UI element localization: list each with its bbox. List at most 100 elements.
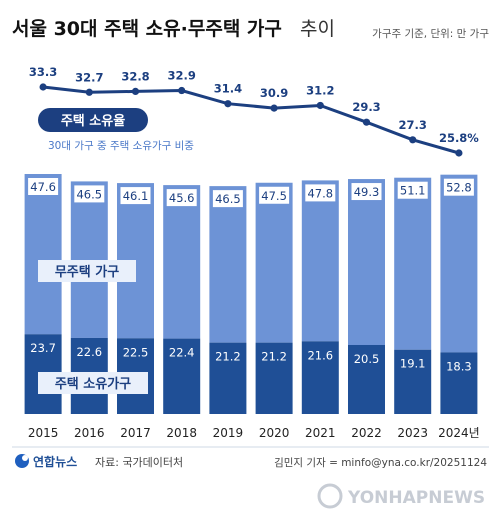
nonowned-value-label: 45.6 bbox=[169, 191, 195, 205]
ownership-rate-point bbox=[455, 149, 463, 157]
owned-value-label: 19.1 bbox=[400, 357, 426, 371]
nonowned-value-box bbox=[305, 184, 336, 202]
x-tick-label: 2022 bbox=[351, 426, 382, 440]
x-tick-label: 2017 bbox=[120, 426, 151, 440]
ownership-rate-value-label: 32.8 bbox=[121, 69, 149, 83]
nonowned-value-label: 52.8 bbox=[446, 181, 472, 195]
nonowned-value-label: 46.5 bbox=[76, 187, 102, 201]
nonowned-value-box bbox=[212, 190, 243, 208]
yonhap-watermark: YONHAPNEWS bbox=[317, 483, 485, 509]
x-tick-label: 2016 bbox=[74, 426, 105, 440]
owned-value-label: 20.5 bbox=[354, 352, 380, 366]
nonowned-value-box bbox=[351, 183, 382, 201]
x-tick-label: 2024년 bbox=[438, 426, 480, 440]
nonowned-value-box bbox=[120, 187, 151, 205]
nonowned-value-label: 46.1 bbox=[123, 189, 149, 203]
owned-legend: 주택 소유가구 bbox=[38, 372, 148, 394]
nonowned-value-box bbox=[259, 186, 290, 204]
owned-value-label: 22.6 bbox=[76, 345, 102, 359]
nonowned-value-box bbox=[166, 189, 197, 207]
owned-value-label: 23.7 bbox=[30, 341, 56, 355]
ownership-rate-subtitle: 30대 가구 중 주택 소유가구 비중 bbox=[48, 140, 194, 152]
owned-value-label: 22.4 bbox=[169, 346, 195, 360]
ownership-rate-legend: 주택 소유율 30대 가구 중 주택 소유가구 비중 bbox=[38, 108, 194, 152]
nonowned-value-label: 47.8 bbox=[307, 186, 333, 200]
nonowned-value-box bbox=[28, 178, 59, 195]
nonowned-value-label: 49.3 bbox=[354, 185, 380, 199]
owned-value-label: 22.5 bbox=[123, 345, 149, 359]
owned-bar bbox=[348, 344, 385, 414]
ownership-rate-point bbox=[316, 101, 324, 110]
chart-title: 서울 30대 주택 소유·무주택 가구 bbox=[12, 18, 282, 40]
x-tick-label: 2015 bbox=[28, 426, 59, 440]
owned-value-label: 18.3 bbox=[446, 359, 472, 373]
unit-note: 가구주 기준, 단위: 만 가구 bbox=[372, 27, 489, 40]
nonowned-bar bbox=[163, 185, 201, 339]
nonowned-bar bbox=[394, 177, 432, 350]
owned-legend-box bbox=[38, 372, 148, 394]
ownership-rate-point bbox=[409, 136, 417, 144]
ownership-rate-point bbox=[362, 118, 371, 126]
nonowned-legend-label: 무주택 가구 bbox=[55, 264, 119, 280]
nonowned-bar bbox=[440, 174, 478, 353]
ownership-rate-point bbox=[224, 100, 232, 108]
ownership-rate-value-label: 32.9 bbox=[168, 69, 196, 83]
households-stacked-bar-chart: 47.6 23.7 2015 46.5 22.6 2016 46.1 22.5 2017 45.6… bbox=[24, 174, 480, 440]
ownership-rate-point bbox=[39, 83, 47, 91]
ownership-rate-value-label: 25.8% bbox=[439, 131, 479, 145]
nonowned-legend-box bbox=[38, 260, 136, 282]
nonowned-legend: 무주택 가구 bbox=[38, 260, 136, 282]
nonowned-bar bbox=[70, 181, 108, 338]
ownership-rate-point bbox=[131, 87, 140, 95]
ownership-rate-value-label: 31.4 bbox=[214, 82, 242, 96]
chart-title-suffix: 추이 bbox=[300, 18, 335, 40]
nonowned-bar bbox=[301, 180, 339, 342]
nonowned-bar bbox=[348, 179, 385, 345]
nonowned-value-box bbox=[74, 185, 105, 203]
nonowned-value-box bbox=[397, 181, 428, 199]
nonowned-value-box bbox=[443, 178, 474, 196]
nonowned-bar bbox=[209, 186, 247, 343]
owned-legend-label: 주택 소유가구 bbox=[55, 376, 131, 392]
ownership-rate-value-label: 29.3 bbox=[352, 100, 380, 114]
x-tick-label: 2023 bbox=[397, 426, 428, 440]
source-text: 자료: 국가데이터처 bbox=[95, 456, 183, 469]
x-tick-label: 2018 bbox=[166, 426, 197, 440]
ownership-rate-point bbox=[270, 104, 278, 112]
x-tick-label: 2020 bbox=[259, 426, 290, 440]
yonhap-logo-text: 연합뉴스 bbox=[33, 454, 77, 469]
owned-bar bbox=[394, 349, 432, 414]
owned-bar bbox=[163, 338, 201, 414]
owned-value-label: 21.6 bbox=[307, 348, 333, 362]
ownership-rate-value-label: 27.3 bbox=[399, 118, 427, 132]
credit-text: 김민지 기자 = minfo@yna.co.kr/20251124 bbox=[274, 457, 487, 469]
x-tick-label: 2021 bbox=[305, 426, 336, 440]
ownership-rate-legend-label: 주택 소유율 bbox=[61, 113, 125, 129]
nonowned-value-label: 46.5 bbox=[215, 192, 241, 206]
nonowned-value-label: 47.5 bbox=[261, 189, 287, 203]
owned-bar bbox=[255, 342, 293, 414]
owned-bar bbox=[440, 352, 478, 414]
owned-value-label: 21.2 bbox=[261, 350, 287, 364]
nonowned-value-label: 47.6 bbox=[30, 180, 56, 194]
nonowned-bar bbox=[255, 182, 293, 343]
x-tick-label: 2019 bbox=[213, 426, 244, 440]
nonowned-bar bbox=[24, 174, 62, 335]
watermark-text: YONHAPNEWS bbox=[347, 488, 485, 508]
ownership-rate-point bbox=[178, 86, 186, 95]
owned-bar bbox=[301, 341, 339, 414]
owned-value-label: 21.2 bbox=[215, 350, 241, 364]
ownership-rate-line bbox=[42, 85, 460, 155]
yonhap-logo: 연합뉴스 bbox=[15, 454, 77, 469]
nonowned-value-label: 51.1 bbox=[400, 184, 426, 198]
ownership-rate-value-label: 33.3 bbox=[29, 65, 57, 79]
watermark-logo-icon bbox=[317, 483, 343, 509]
owned-bar bbox=[209, 342, 247, 414]
ownership-rate-legend-box bbox=[38, 108, 148, 132]
ownership-rate-value-label: 30.9 bbox=[260, 86, 288, 100]
ownership-rate-value-label: 32.7 bbox=[75, 70, 103, 84]
ownership-rate-value-label: 31.2 bbox=[306, 83, 334, 97]
ownership-rate-line-chart: 33.3 32.7 32.8 32.9 31.4 30.9 31.2 29.3 27.3 25.8… bbox=[29, 65, 479, 157]
ownership-rate-point bbox=[85, 88, 93, 96]
